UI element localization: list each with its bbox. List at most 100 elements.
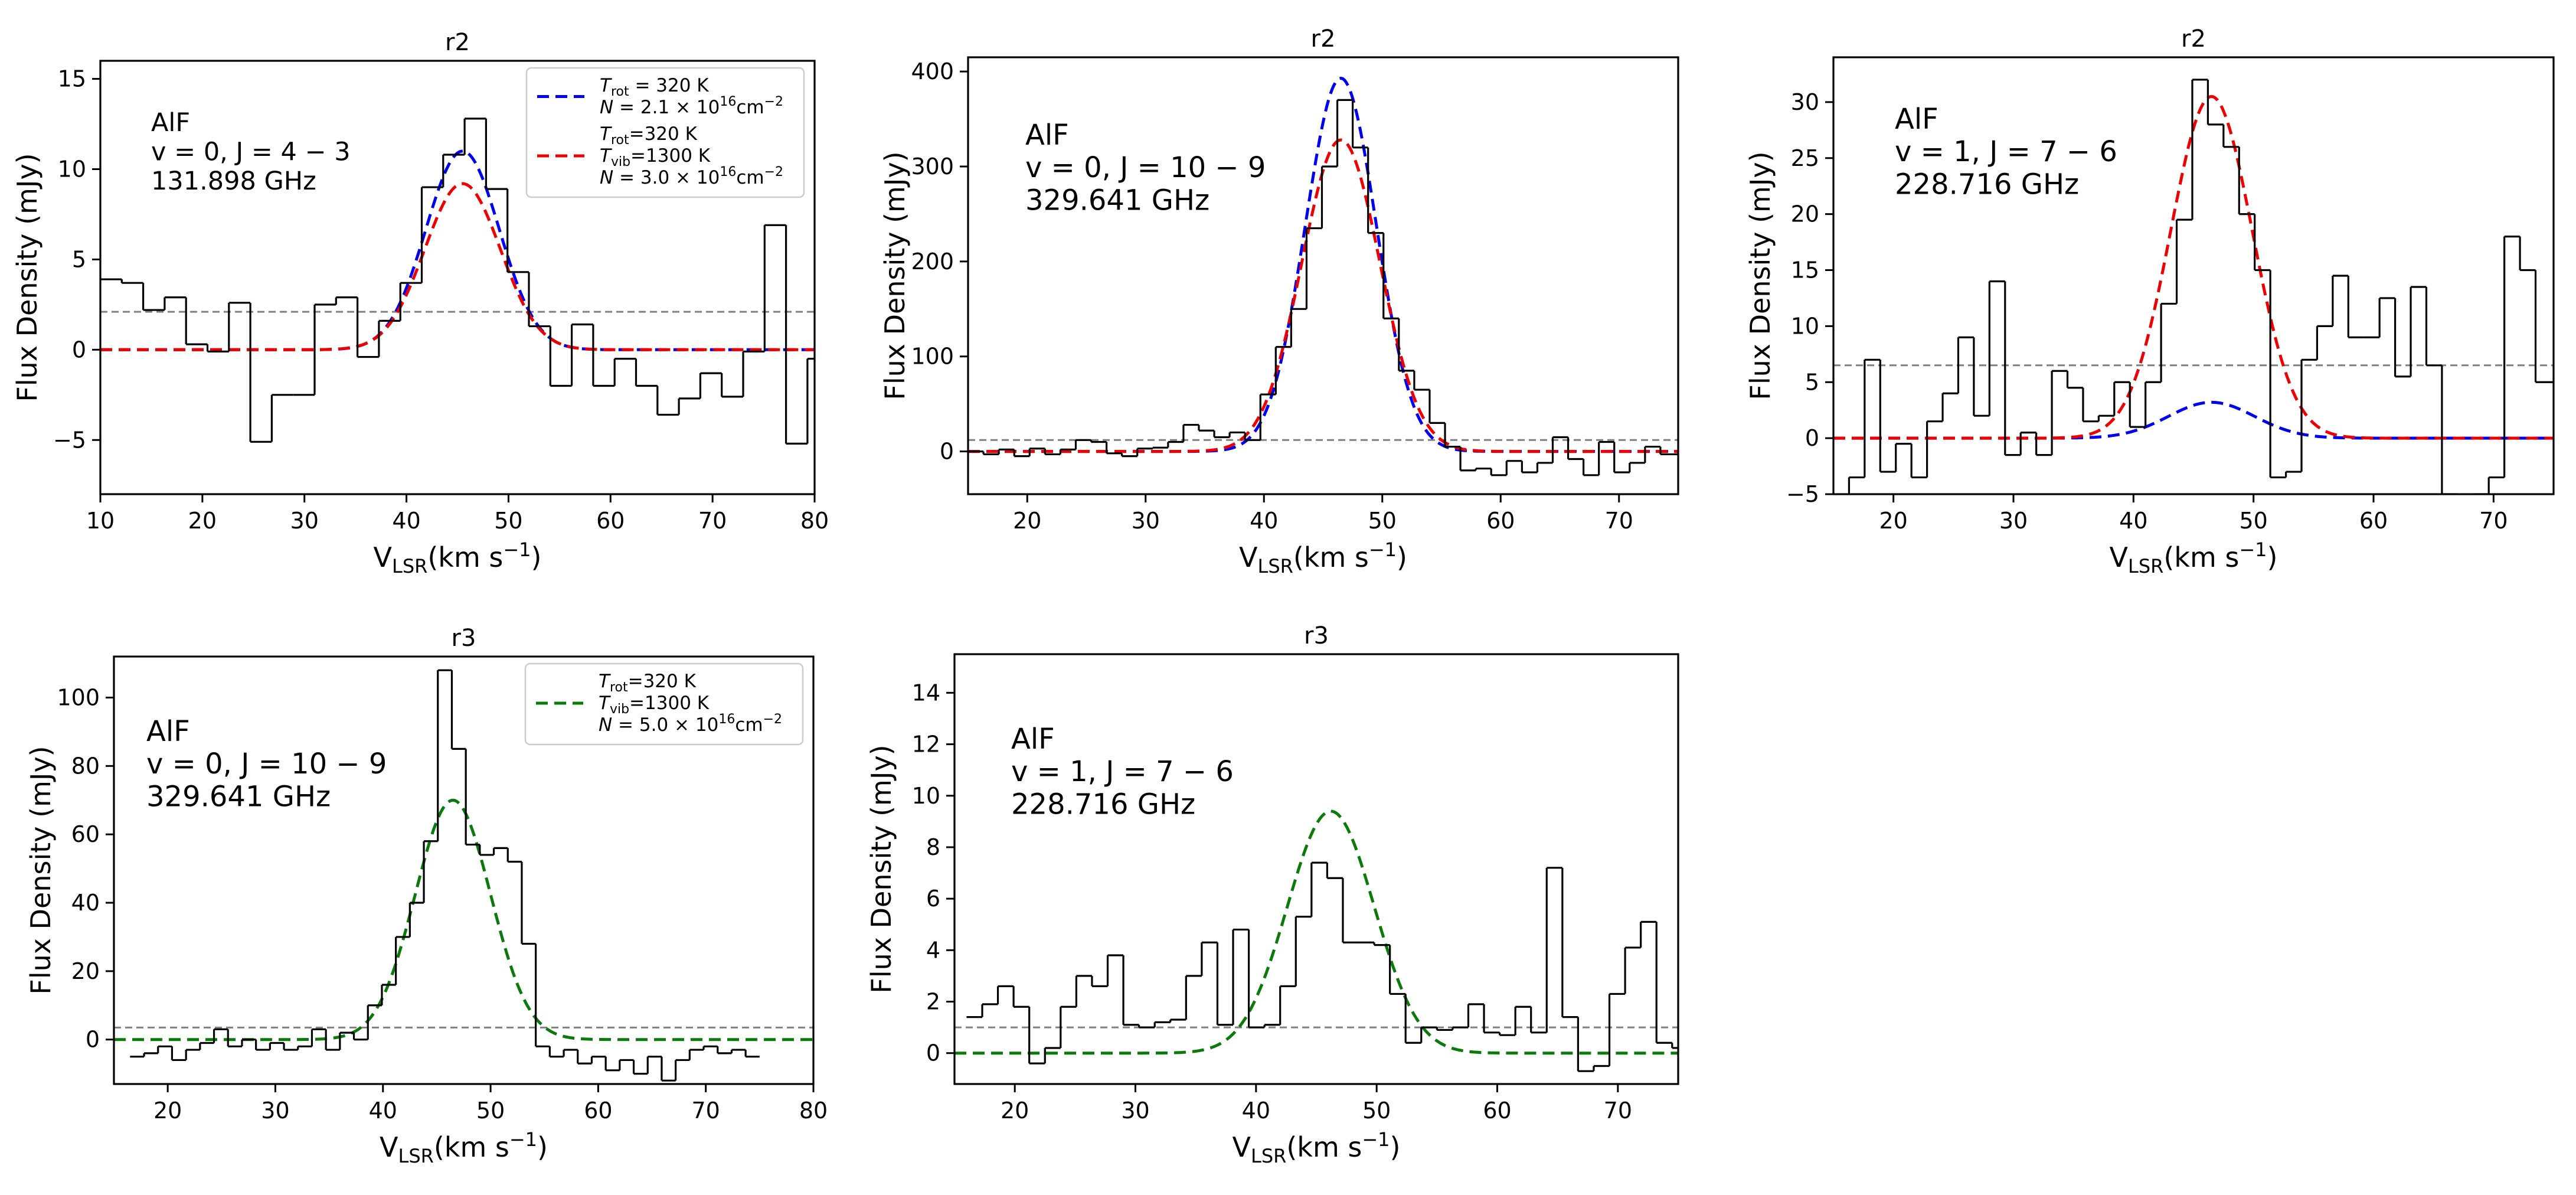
y-tick-label: 8 (926, 834, 940, 860)
x-tick-label: 60 (596, 508, 625, 534)
y-tick-label: 100 (57, 685, 100, 711)
x-axis-label: VLSR(km s−1) (1239, 538, 1407, 577)
legend-label: Trot=320 K (600, 123, 698, 148)
x-tick-label: 20 (1879, 508, 1907, 534)
panel-title: r2 (2181, 25, 2206, 53)
legend-label: Tvib=1300 K (600, 145, 711, 169)
x-tick-label: 30 (290, 508, 319, 534)
x-axis-label: VLSR(km s−1) (380, 1128, 548, 1167)
y-tick-label: 15 (1791, 257, 1819, 283)
observed-spectrum (130, 669, 760, 1082)
x-tick-label: 50 (476, 1098, 505, 1124)
y-tick-label: 40 (71, 890, 100, 916)
y-tick-label: 200 (911, 249, 954, 275)
y-tick-label: 15 (58, 66, 86, 92)
y-tick-label: 10 (1791, 313, 1819, 339)
line-annotation: v = 0, J = 10 − 9 (146, 747, 387, 781)
legend-label: N = 2.1 × 1016cm−2 (600, 94, 783, 118)
x-tick-label: 60 (584, 1098, 612, 1124)
line-annotation: 329.641 GHz (146, 780, 331, 813)
y-tick-label: 2 (926, 989, 940, 1015)
panel-r2-v1-j7-6: r2 20 30 40 50 60 70 −5 0 5 10 15 20 25 30 VLSR(km s−1)… (1744, 25, 2555, 577)
legend-label: Trot = 320 K (600, 75, 709, 99)
x-tick-label: 30 (1999, 508, 2028, 534)
panel-r3-v0-j10-9: r3 20 30 40 50 60 70 80 0 20 40 60 80 100 VLSR(km s−1)… (25, 625, 828, 1167)
model-curve-red (1833, 94, 2554, 440)
legend-frame (525, 67, 805, 198)
line-annotation: 228.716 GHz (1895, 168, 2079, 201)
y-axis-label: Flux Density (mJy) (25, 746, 57, 994)
x-tick-label: 50 (2239, 508, 2267, 534)
line-annotation: 228.716 GHz (1011, 788, 1195, 821)
panel-r2-v0-j10-9: r2 20 30 40 50 60 70 0 100 200 300 400 VLSR(km s−1) F… (879, 25, 1679, 577)
y-tick-label: 10 (912, 783, 940, 809)
model-curve-red (100, 182, 815, 351)
panel-r3-v1-j7-6: r3 20 30 40 50 60 70 0 2 4 6 8 10 12 14 VLSR(km s−1) Flu… (865, 622, 1679, 1167)
y-tick-label: 20 (1791, 201, 1819, 227)
model-curve-green (954, 809, 1678, 1055)
x-tick-label: 20 (153, 1098, 182, 1124)
panel-title: r2 (1311, 25, 1336, 53)
y-tick-label: 20 (71, 958, 100, 984)
x-axis-label: VLSR(km s−1) (374, 538, 542, 577)
x-tick-label: 70 (1605, 508, 1633, 534)
y-tick-label: 30 (1791, 89, 1819, 115)
y-axis-label: Flux Density (mJy) (879, 151, 911, 400)
x-tick-label: 40 (369, 1098, 397, 1124)
y-tick-label: −5 (1786, 481, 1819, 507)
line-annotation: 329.641 GHz (1025, 184, 1209, 217)
y-tick-label: 14 (912, 680, 940, 706)
axes-frame (953, 653, 1679, 1085)
observed-spectrum (968, 99, 1678, 476)
y-tick-label: 60 (71, 821, 100, 847)
x-tick-label: 50 (1362, 1098, 1391, 1124)
line-annotation: v = 1, J = 7 − 6 (1011, 755, 1234, 788)
observed-spectrum (1848, 79, 2554, 494)
y-tick-label: 0 (926, 1040, 940, 1066)
axes-frame (99, 60, 816, 495)
y-tick-label: −5 (53, 427, 86, 453)
legend-label: N = 3.0 × 1016cm−2 (600, 165, 783, 188)
line-annotation: AlF (146, 715, 190, 748)
panel-title: r3 (452, 625, 476, 652)
line-annotation: v = 0, J = 10 − 9 (1025, 151, 1266, 184)
y-tick-label: 0 (72, 337, 86, 363)
y-axis-label: Flux Density (mJy) (865, 745, 897, 993)
x-tick-label: 70 (698, 508, 727, 534)
axes-frame (1832, 56, 2555, 495)
y-tick-label: 400 (911, 58, 954, 84)
model-curve-blue (968, 76, 1678, 453)
x-tick-label: 10 (86, 508, 115, 534)
x-tick-label: 30 (261, 1098, 289, 1124)
y-tick-label: 4 (926, 937, 940, 963)
x-tick-label: 40 (2119, 508, 2147, 534)
legend-label: N = 5.0 × 1016cm−2 (599, 712, 782, 736)
x-tick-label: 60 (1486, 508, 1515, 534)
x-tick-label: 50 (1368, 508, 1397, 534)
x-tick-label: 30 (1132, 508, 1160, 534)
x-axis-label: VLSR(km s−1) (1233, 1128, 1401, 1167)
axes-frame (967, 56, 1679, 495)
x-tick-label: 50 (494, 508, 522, 534)
panel-title: r3 (1304, 622, 1329, 649)
x-tick-label: 80 (799, 1098, 828, 1124)
y-tick-label: 300 (911, 154, 954, 179)
y-tick-label: 10 (58, 156, 86, 182)
y-tick-label: 6 (926, 886, 940, 912)
x-tick-label: 70 (1604, 1098, 1632, 1124)
line-annotation: AlF (1895, 103, 1938, 136)
observed-spectrum (966, 861, 1678, 1072)
x-tick-label: 40 (1250, 508, 1278, 534)
observed-spectrum (100, 117, 815, 445)
y-tick-label: 25 (1791, 145, 1819, 171)
panel-r2-v0-j4-3: r2 10 20 30 40 50 60 70 80 −5 0 5 10 15 VLSR(km s−1) Fl… (11, 29, 829, 577)
model-curve-blue (1833, 400, 2554, 440)
x-tick-label: 60 (2359, 508, 2388, 534)
y-tick-label: 0 (940, 439, 954, 465)
x-tick-label: 80 (800, 508, 829, 534)
y-axis-label: Flux Density (mJy) (11, 153, 43, 401)
legend: Trot = 320 KN = 2.1 × 1016cm−2 Trot=320 K… (525, 67, 805, 198)
panel-title: r2 (445, 29, 470, 56)
